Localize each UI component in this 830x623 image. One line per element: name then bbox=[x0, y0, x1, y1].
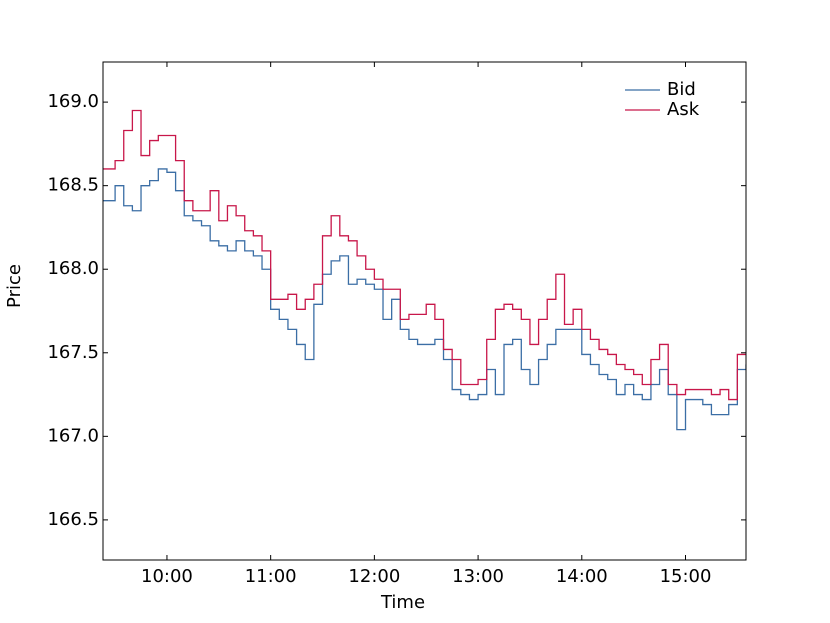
y-tick-label: 167.5 bbox=[47, 342, 99, 363]
x-tick-label: 15:00 bbox=[660, 566, 712, 587]
series-line bbox=[103, 168, 746, 431]
x-tick-label: 14:00 bbox=[556, 566, 608, 587]
y-tick-label: 167.0 bbox=[47, 425, 99, 446]
x-tick-label: 10:00 bbox=[141, 566, 193, 587]
legend-label: Ask bbox=[667, 99, 700, 120]
y-axis-label: Price bbox=[4, 264, 25, 308]
y-tick-label: 166.5 bbox=[47, 509, 99, 530]
series-line bbox=[103, 109, 746, 401]
plot-frame bbox=[102, 61, 747, 561]
y-tick-label: 168.5 bbox=[47, 175, 99, 196]
y-tick-label: 168.0 bbox=[47, 258, 99, 279]
x-axis-label: Time bbox=[380, 592, 425, 613]
x-tick-label: 12:00 bbox=[348, 566, 400, 587]
legend-label: Bid bbox=[667, 79, 696, 100]
x-tick-label: 13:00 bbox=[452, 566, 504, 587]
y-tick-label: 169.0 bbox=[47, 91, 99, 112]
x-tick-label: 11:00 bbox=[245, 566, 297, 587]
